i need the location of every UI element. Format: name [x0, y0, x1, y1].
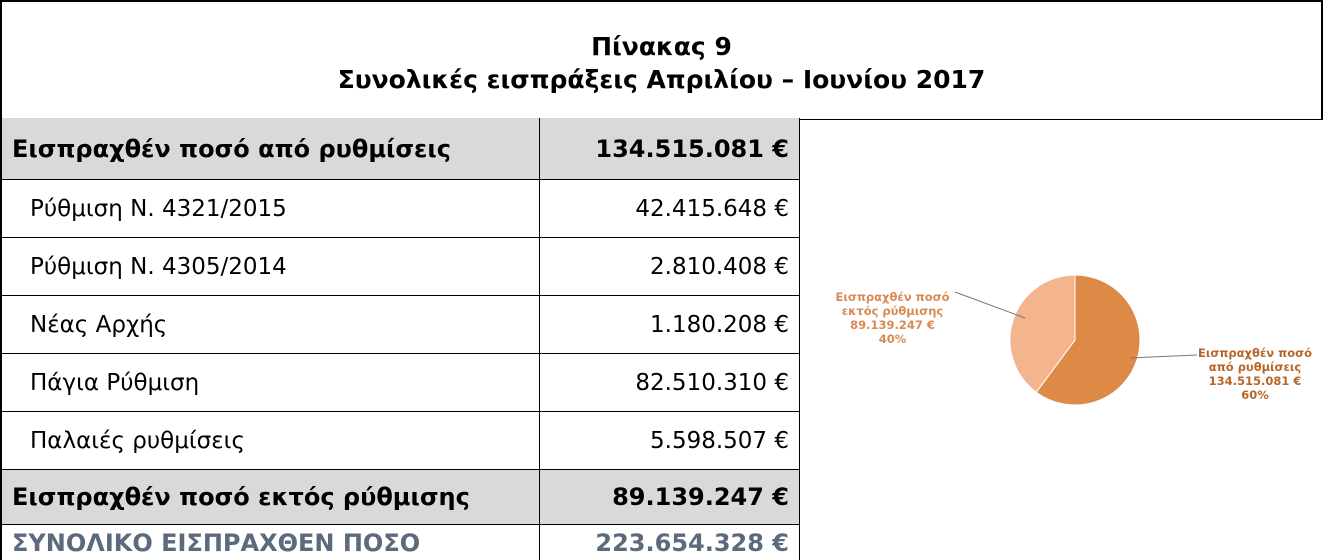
leader-line	[954, 291, 1026, 319]
pie-slice	[1009, 274, 1076, 393]
row-label: Εισπραχθέν ποσό εκτός ρύθμισης	[0, 470, 540, 525]
row-amount: 5.598.507 €	[540, 412, 800, 470]
row-label: ΣΥΝΟΛΙΚΟ ΕΙΣΠΡΑΧΘΕΝ ΠΟΣΟ	[0, 525, 540, 560]
table-row: Εισπραχθέν ποσό εκτός ρύθμισης 89.139.247…	[0, 470, 800, 525]
table-row: Ρύθμιση Ν. 4305/2014 2.810.408 €	[0, 238, 800, 296]
row-label: Ρύθμιση Ν. 4305/2014	[0, 238, 540, 296]
pie-label: Εισπραχθέν ποσό εκτός ρύθμισης 89.139.247…	[830, 290, 955, 346]
table-number: Πίνακας 9	[591, 32, 732, 61]
row-amount: 134.515.081 €	[540, 118, 800, 180]
leader-line	[1129, 354, 1198, 359]
table-row: Παλαιές ρυθμίσεις 5.598.507 €	[0, 412, 800, 470]
row-label: Πάγια Ρύθμιση	[0, 354, 540, 412]
table-row: Ρύθμιση Ν. 4321/2015 42.415.648 €	[0, 180, 800, 238]
pie-category: Εισπραχθέν ποσό από ρυθμίσεις	[1198, 346, 1312, 374]
table-row: Νέας Αρχής 1.180.208 €	[0, 296, 800, 354]
table-title: Συνολικές εισπράξεις Απριλίου – Ιουνίου …	[337, 65, 986, 94]
pie-label: Εισπραχθέν ποσό από ρυθμίσεις 134.515.081…	[1195, 346, 1315, 402]
row-label: Παλαιές ρυθμίσεις	[0, 412, 540, 470]
pie-value: 89.139.247 €	[850, 318, 935, 332]
row-amount: 82.510.310 €	[540, 354, 800, 412]
row-label: Ρύθμιση Ν. 4321/2015	[0, 180, 540, 238]
table-row: Εισπραχθέν ποσό από ρυθμίσεις 134.515.081…	[0, 118, 800, 180]
row-amount: 2.810.408 €	[540, 238, 800, 296]
pie-slice	[1035, 274, 1141, 406]
pie-category: Εισπραχθέν ποσό εκτός ρύθμισης	[835, 290, 950, 318]
table-row: Πάγια Ρύθμιση 82.510.310 €	[0, 354, 800, 412]
row-amount: 223.654.328 €	[540, 525, 800, 560]
pie-chart	[954, 274, 1198, 406]
pie-percent: 40%	[878, 332, 907, 346]
table-row: ΣΥΝΟΛΙΚΟ ΕΙΣΠΡΑΧΘΕΝ ΠΟΣΟ 223.654.328 €	[0, 525, 800, 560]
row-label: Νέας Αρχής	[0, 296, 540, 354]
row-amount: 42.415.648 €	[540, 180, 800, 238]
title-box: Πίνακας 9 Συνολικές εισπράξεις Απριλίου …	[0, 0, 1323, 120]
pie-value: 134.515.081 €	[1208, 374, 1302, 388]
row-amount: 89.139.247 €	[540, 470, 800, 525]
row-amount: 1.180.208 €	[540, 296, 800, 354]
row-label: Εισπραχθέν ποσό από ρυθμίσεις	[0, 118, 540, 180]
pie-percent: 60%	[1241, 388, 1269, 402]
